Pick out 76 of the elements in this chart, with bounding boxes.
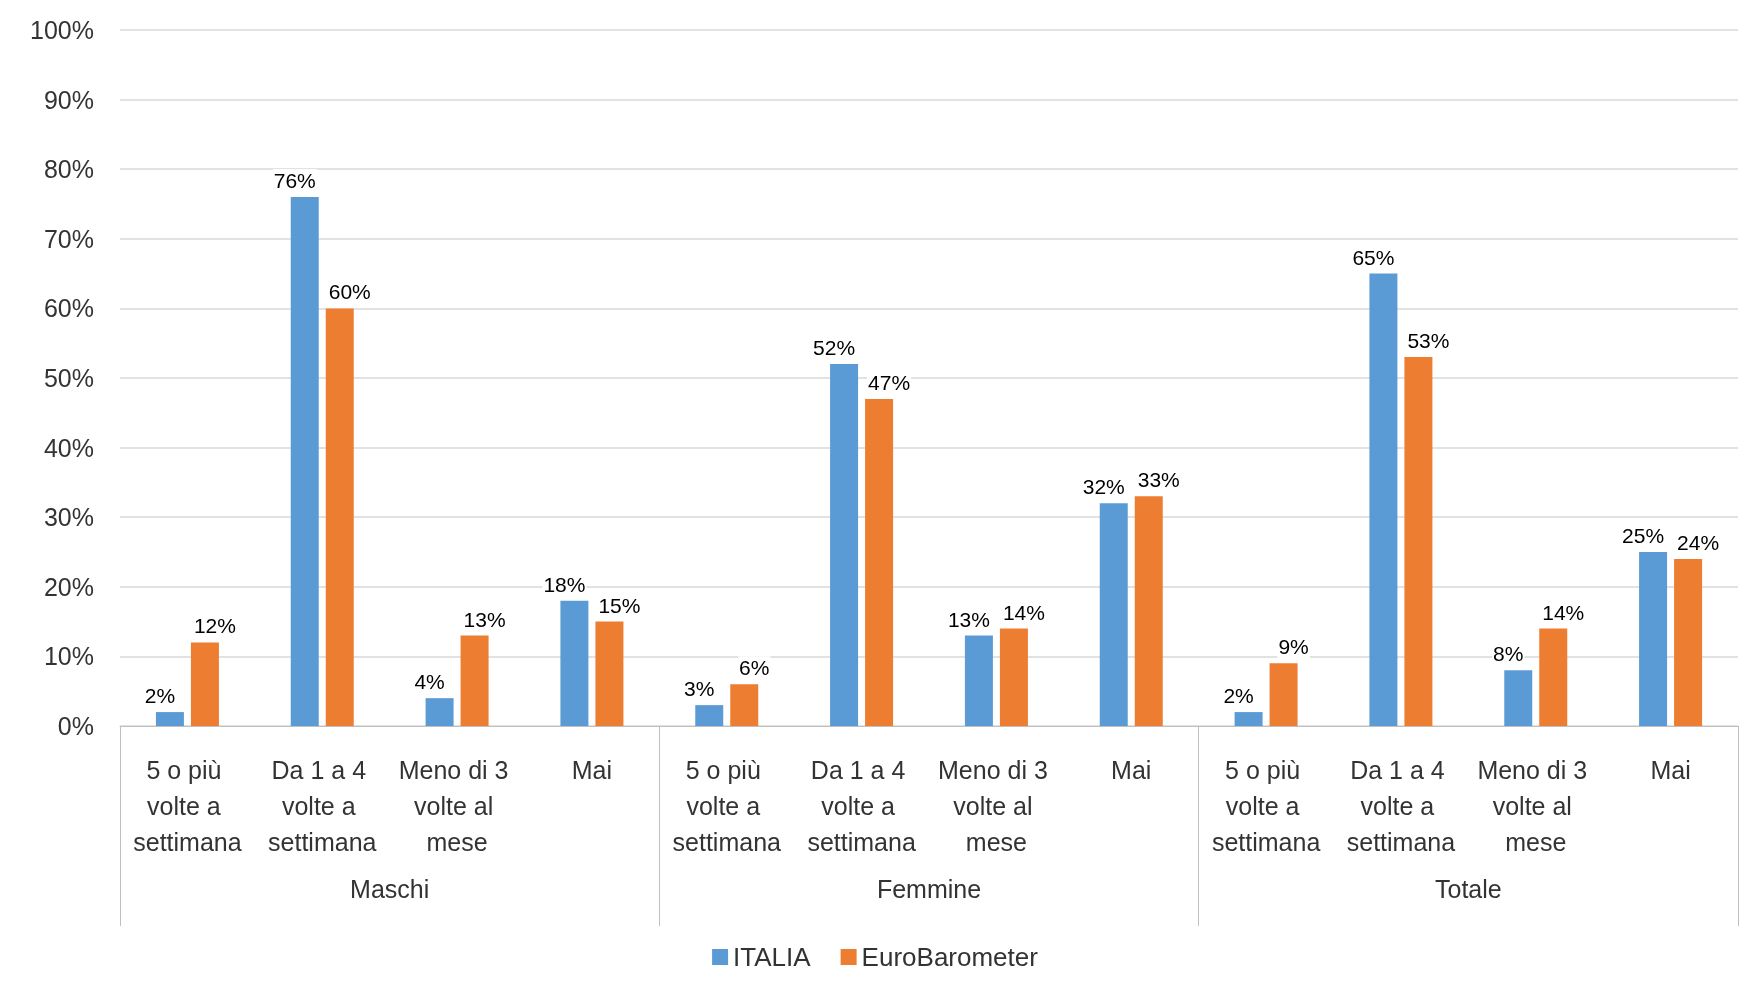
data-label: 33% (1137, 468, 1180, 492)
x-tick-label: 5 o più volte a settimana (1211, 756, 1321, 856)
x-tick-label: Da 1 a 4 volte a settimana (1346, 756, 1456, 856)
data-label: 2% (1223, 684, 1254, 708)
data-label: 6% (739, 656, 770, 680)
legend-label: ITALIA (733, 942, 812, 972)
x-tick-label: Meno di 3 volte al mese (398, 756, 516, 856)
data-label: 25% (1622, 524, 1665, 547)
bar (1369, 273, 1398, 726)
legend-label: EuroBarometer (861, 942, 1039, 972)
x-tick-label: 5 o più volte a settimana (133, 756, 242, 856)
bar (695, 705, 724, 726)
text: Femmine (876, 874, 982, 903)
bar (425, 698, 454, 726)
x-tick-label: 5 o più volte a settimana (672, 756, 782, 856)
y-tick-label: 40% (43, 433, 94, 462)
x-tick-label: Mai (571, 756, 613, 784)
data-label: 60% (328, 280, 371, 304)
text: Totale (1434, 874, 1502, 903)
bar (1234, 712, 1263, 726)
y-tick-label: 60% (43, 294, 94, 323)
bar (830, 364, 859, 726)
data-label: 3% (684, 677, 715, 701)
bar (1099, 503, 1128, 726)
bar (460, 635, 489, 726)
bar (1504, 670, 1533, 726)
bar (1269, 663, 1298, 726)
data-label: 9% (1278, 635, 1309, 659)
x-tick-label: Mai (1111, 756, 1152, 784)
bar (155, 712, 184, 726)
y-tick-label: 10% (43, 642, 94, 671)
data-label: 14% (1542, 600, 1585, 624)
x-tick-label: Meno di 3 volte al mese (1477, 756, 1595, 856)
y-tick-label: 50% (43, 364, 94, 392)
bar (999, 628, 1028, 726)
x-tick-label: Da 1 a 4 volte a settimana (807, 756, 916, 856)
data-label: 13% (947, 607, 990, 631)
data-label: 13% (463, 607, 506, 631)
y-tick-label: 90% (43, 85, 94, 114)
text: Maschi (350, 874, 430, 903)
y-tick-label: 0% (57, 712, 94, 740)
bar (1639, 552, 1668, 726)
bar (865, 398, 894, 726)
bar (1134, 496, 1163, 726)
x-tick-label: Mai (1650, 756, 1691, 784)
bar (190, 642, 219, 726)
data-label: 18% (543, 572, 586, 596)
data-label: 15% (598, 593, 641, 617)
data-label: 52% (813, 336, 856, 360)
bar (730, 684, 759, 726)
data-label: 32% (1082, 475, 1125, 499)
x-tick-label: Meno di 3 volte al mese (938, 756, 1055, 856)
bar (325, 308, 354, 726)
bar (595, 621, 624, 726)
data-label: 14% (1002, 600, 1045, 624)
data-label: 8% (1493, 642, 1524, 666)
y-tick-label: 30% (43, 503, 94, 532)
data-label: 12% (193, 614, 236, 638)
y-tick-label: 100% (30, 16, 94, 44)
bar (1404, 357, 1433, 726)
data-label: 2% (144, 684, 176, 708)
data-label: 76% (273, 169, 316, 193)
bar (964, 635, 993, 726)
x-tick-label: Da 1 a 4 volte a settimana (268, 756, 377, 856)
data-label: 65% (1352, 245, 1395, 269)
data-label: 53% (1407, 329, 1450, 353)
y-tick-label: 70% (43, 224, 94, 253)
bar (560, 600, 589, 726)
y-tick-label: 80% (43, 155, 94, 184)
data-label: 24% (1677, 530, 1720, 554)
y-tick-label: 20% (43, 572, 94, 601)
bar (290, 197, 319, 726)
data-label: 47% (868, 370, 911, 394)
bar (1674, 558, 1703, 726)
data-label: 4% (414, 670, 445, 694)
bar (1539, 628, 1568, 726)
